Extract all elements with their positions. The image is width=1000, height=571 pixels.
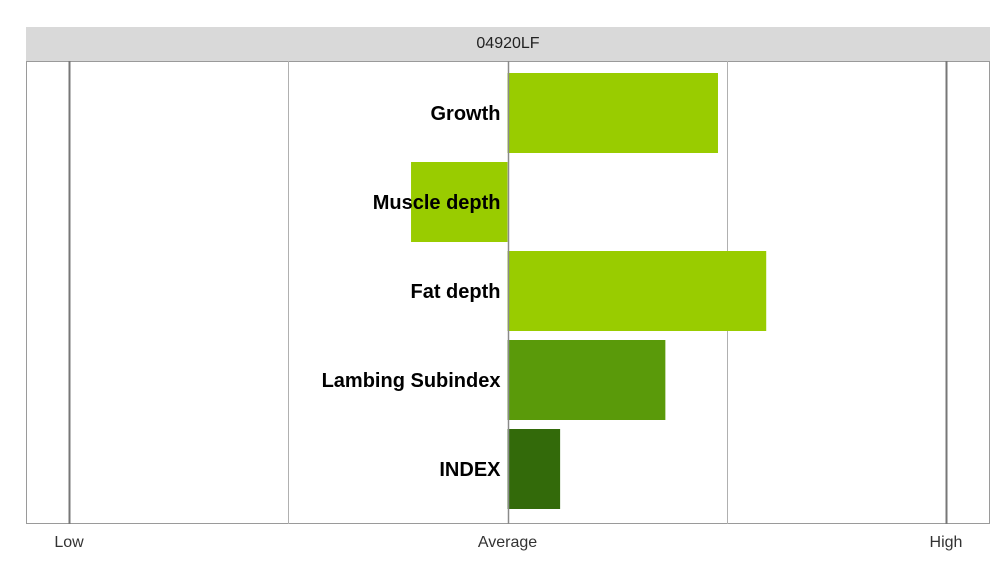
bar-0 [507, 73, 718, 153]
bar-3 [507, 340, 666, 420]
bar-2 [507, 251, 767, 331]
category-label: Muscle depth [373, 192, 501, 214]
tick-label: High [930, 534, 963, 551]
bar-1 [411, 162, 508, 242]
chart-title: 04920LF [26, 27, 990, 61]
category-label: Fat depth [411, 281, 501, 303]
tick-label: Low [54, 534, 84, 551]
category-label: Lambing Subindex [322, 370, 501, 392]
category-label: Growth [431, 103, 501, 125]
bar-4 [507, 429, 561, 509]
tick-label: Average [478, 534, 537, 551]
category-label: INDEX [439, 459, 501, 481]
